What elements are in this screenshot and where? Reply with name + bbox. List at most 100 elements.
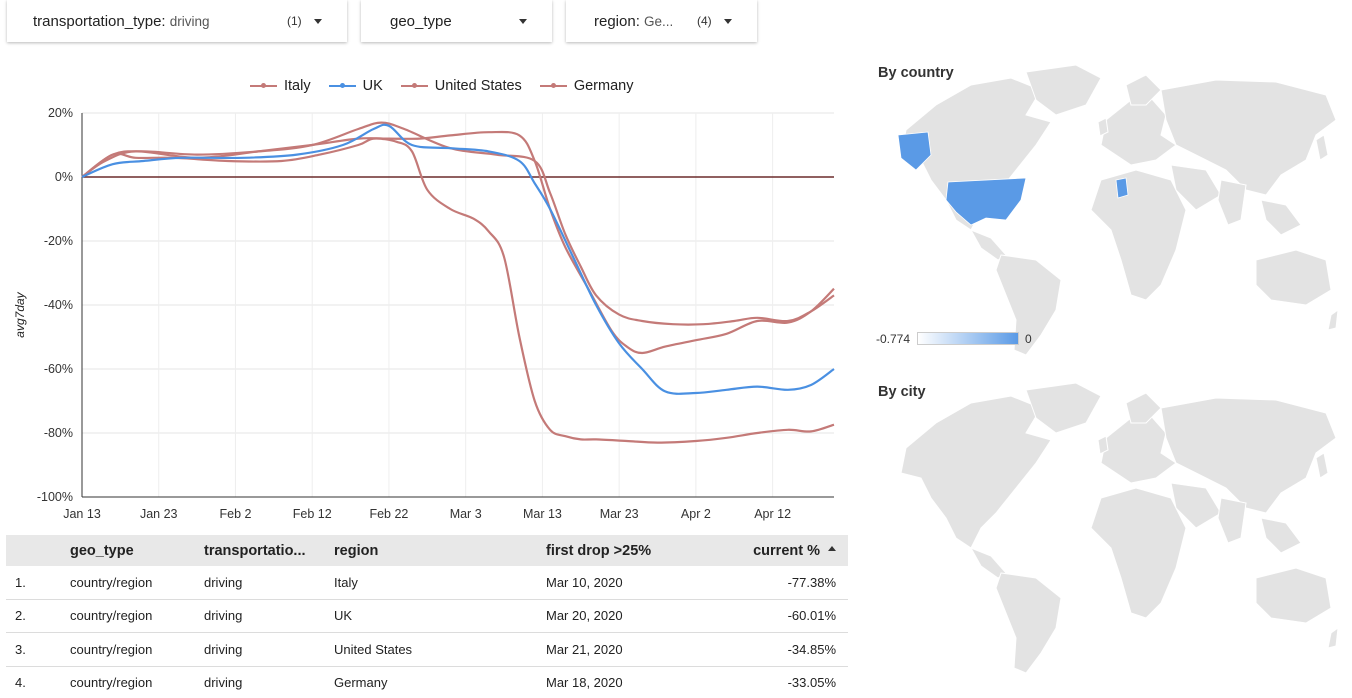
map-title-by-country: By country [878,65,954,81]
map-region-uk-shape[interactable] [1097,435,1109,455]
legend-item-uk[interactable]: UK [328,78,383,94]
map-region-australia[interactable] [1255,567,1332,624]
series-line-italy[interactable] [81,137,835,444]
world-map-by-country[interactable] [876,60,1340,356]
header-current-label: current % [753,542,820,559]
legend-item-united-states[interactable]: United States [400,78,522,94]
filter-region[interactable]: region: Ge... (4) [566,0,757,42]
map-region-asia[interactable] [1160,397,1337,514]
data-table: geo_type transportatio... region first d… [6,535,848,698]
map-region-scandinavia[interactable] [1125,74,1162,106]
map-region-africa[interactable] [1090,487,1187,619]
line-chart[interactable]: 20% 0% -20% -40% -60% -80% -100% Jan 13 Jan 23 F… [0,100,850,530]
map-region-india[interactable] [1217,179,1247,226]
map-region-japan[interactable] [1315,134,1329,161]
filter-count: (1) [287,14,302,28]
map-region-scandinavia[interactable] [1125,392,1162,424]
y-tick-label: 20% [48,106,73,120]
filter-count: (4) [697,14,712,28]
map-region-middle-east[interactable] [1170,482,1222,529]
filter-name: region [594,12,636,30]
legend-item-germany[interactable]: Germany [539,78,634,94]
filter-value: Ge... [644,13,674,29]
cell-current: -33.05% [787,675,836,691]
map-region-greenland[interactable] [1025,64,1102,116]
legend-swatch [400,83,428,88]
series-line-uk[interactable] [81,123,835,395]
map-region-asia[interactable] [1160,79,1337,196]
cell-current: -34.85% [787,641,836,657]
y-tick-label: -60% [44,362,73,376]
cell-current: -77.38% [787,574,836,590]
chart-legend: Italy UK United States Germany [250,78,651,94]
map-region-africa[interactable] [1090,169,1187,301]
filter-geo-type[interactable]: geo_type [361,0,552,42]
map-region-australia[interactable] [1255,249,1332,306]
sort-ascending-icon[interactable] [828,546,836,552]
chevron-down-icon[interactable] [724,18,732,24]
cell-first-drop: Mar 10, 2020 [546,574,623,590]
cell-geo-type: country/region [70,675,153,691]
row-index: 3. [15,641,26,657]
cell-region: Italy [334,574,358,590]
map-region-new-zealand[interactable] [1327,626,1339,649]
x-tick-label: Mar 3 [450,507,482,521]
map-title-by-city: By city [878,384,926,400]
map-united-states-highlight[interactable] [945,177,1027,226]
map-region-india[interactable] [1217,497,1247,544]
series-line-united-states[interactable] [81,130,835,355]
legend-label: Germany [573,78,634,94]
map-region-south-america[interactable] [995,572,1062,674]
table-row[interactable]: 2. country/region driving UK Mar 20, 202… [6,600,848,633]
legend-swatch [250,83,277,88]
legend-item-italy[interactable]: Italy [250,78,311,94]
chart-series [81,121,835,444]
header-geo-type[interactable]: geo_type [70,542,134,559]
map-region-greenland[interactable] [1025,382,1102,434]
header-first-drop[interactable]: first drop >25% [546,542,652,559]
row-index: 4. [15,675,26,691]
y-tick-label: -100% [37,490,73,504]
cell-transportation-type: driving [204,574,243,590]
x-tick-label: Mar 23 [600,507,639,521]
x-tick-label: Feb 2 [219,507,251,521]
chevron-down-icon[interactable] [314,18,322,24]
legend-label: UK [362,78,383,94]
table-row[interactable]: 1. country/region driving Italy Mar 10, … [6,566,848,600]
cell-region: UK [334,608,353,624]
map-region-middle-east[interactable] [1170,164,1222,211]
y-tick-label: -80% [44,426,73,440]
filter-label: transportation_type: driving [33,12,210,30]
scale-max-label: 0 [1025,332,1032,346]
map-region-southeast-asia[interactable] [1260,517,1302,554]
x-tick-label: Feb 12 [293,507,332,521]
world-map-by-city[interactable] [876,378,1340,674]
cell-transportation-type: driving [204,608,243,624]
map-region-japan[interactable] [1315,452,1329,479]
map-region-north-america[interactable] [900,395,1052,549]
legend-label: Italy [284,78,311,94]
map-region-new-zealand[interactable] [1327,308,1339,331]
filter-name: geo_type [390,12,452,30]
table-row[interactable]: 3. country/region driving United States … [6,633,848,667]
cell-transportation-type: driving [204,675,243,691]
map-alaska-highlight[interactable] [897,131,932,171]
map-region-south-america[interactable] [995,254,1062,356]
cell-first-drop: Mar 20, 2020 [546,608,623,624]
header-region[interactable]: region [334,542,379,559]
map-germany-highlight[interactable] [1115,177,1129,199]
table-row[interactable]: 4. country/region driving Germany Mar 18… [6,667,848,698]
filter-transportation-type[interactable]: transportation_type: driving (1) [7,0,347,42]
scale-min-label: -0.774 [876,332,911,346]
header-transportation-type[interactable]: transportatio... [204,542,306,559]
map-region-southeast-asia[interactable] [1260,199,1302,236]
chevron-down-icon[interactable] [519,18,527,24]
cell-transportation-type: driving [204,641,243,657]
cell-geo-type: country/region [70,608,153,624]
filter-label: region: Ge... [594,12,674,30]
header-current[interactable]: current % [736,543,836,559]
x-tick-label: Jan 13 [63,507,101,521]
map-region-uk-shape[interactable] [1097,117,1109,137]
x-tick-label: Feb 22 [369,507,408,521]
series-line-germany[interactable] [81,121,835,326]
